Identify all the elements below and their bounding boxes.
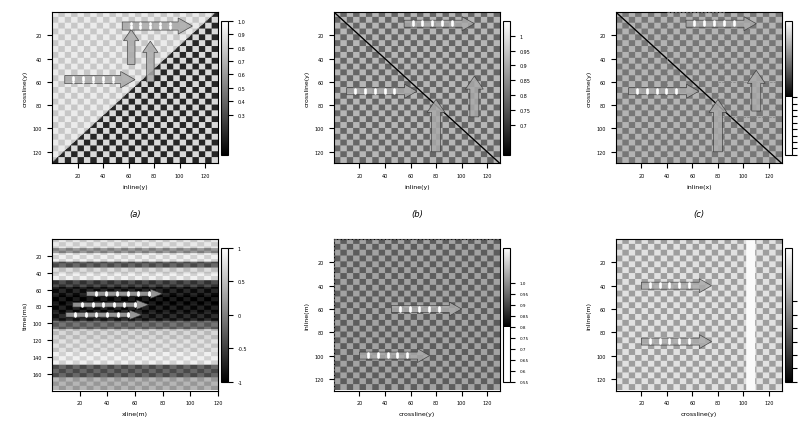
Polygon shape — [391, 302, 462, 316]
X-axis label: crossline(y): crossline(y) — [398, 411, 435, 416]
Polygon shape — [359, 349, 430, 363]
Polygon shape — [404, 18, 474, 32]
Polygon shape — [642, 279, 711, 293]
Y-axis label: inline(m): inline(m) — [304, 301, 310, 329]
Polygon shape — [86, 289, 162, 299]
Polygon shape — [346, 85, 417, 99]
X-axis label: xline(m): xline(m) — [122, 411, 148, 416]
Bar — [667, 13, 724, 164]
Polygon shape — [142, 42, 158, 83]
X-axis label: inline(y): inline(y) — [122, 184, 148, 189]
X-axis label: inline(x): inline(x) — [686, 184, 712, 189]
Polygon shape — [66, 310, 142, 320]
Polygon shape — [629, 85, 698, 99]
Polygon shape — [122, 19, 193, 35]
Y-axis label: time(ms): time(ms) — [22, 301, 27, 329]
Bar — [718, 83, 775, 118]
Polygon shape — [747, 71, 765, 112]
Text: (c): (c) — [694, 209, 704, 218]
Polygon shape — [466, 77, 483, 118]
Y-axis label: crossline(y): crossline(y) — [586, 70, 591, 107]
Polygon shape — [73, 300, 149, 309]
Text: (a): (a) — [129, 209, 141, 218]
Polygon shape — [709, 100, 727, 152]
Polygon shape — [123, 30, 139, 65]
X-axis label: inline(y): inline(y) — [404, 184, 430, 189]
Y-axis label: crossline(y): crossline(y) — [304, 70, 310, 107]
Polygon shape — [686, 18, 756, 32]
Polygon shape — [642, 335, 711, 349]
X-axis label: crossline(y): crossline(y) — [681, 411, 717, 416]
Polygon shape — [427, 100, 445, 152]
Polygon shape — [65, 72, 135, 89]
Text: (b): (b) — [411, 209, 423, 218]
Y-axis label: crossline(y): crossline(y) — [22, 70, 27, 107]
Y-axis label: inline(m): inline(m) — [586, 301, 591, 329]
